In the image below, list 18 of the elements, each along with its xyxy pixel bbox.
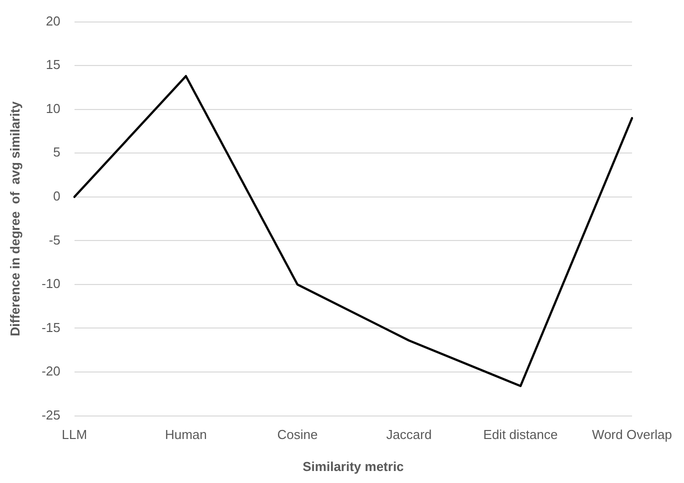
x-tick-label: Cosine [277,427,318,442]
x-tick-label: LLM [62,427,88,442]
y-tick-label: -5 [48,232,60,248]
x-tick-label: Jaccard [386,427,432,442]
x-tick-label: Edit distance [483,427,558,442]
y-tick-label: 10 [46,100,60,116]
x-axis-title: Similarity metric [302,458,404,474]
y-tick-label: -20 [42,364,60,379]
y-tick-label: -15 [42,320,60,335]
x-tick-label: Human [164,427,207,442]
y-tick-label: -25 [42,407,60,422]
y-axis-title: Difference in degree of avg similarity [7,100,22,336]
y-tick-label: 0 [53,188,60,204]
y-tick-label: -10 [42,276,60,292]
x-tick-label: Word Overlap [592,427,672,442]
y-tick-label: 5 [53,144,60,160]
y-tick-label: 20 [46,13,60,28]
y-tick-label: 15 [46,57,60,72]
